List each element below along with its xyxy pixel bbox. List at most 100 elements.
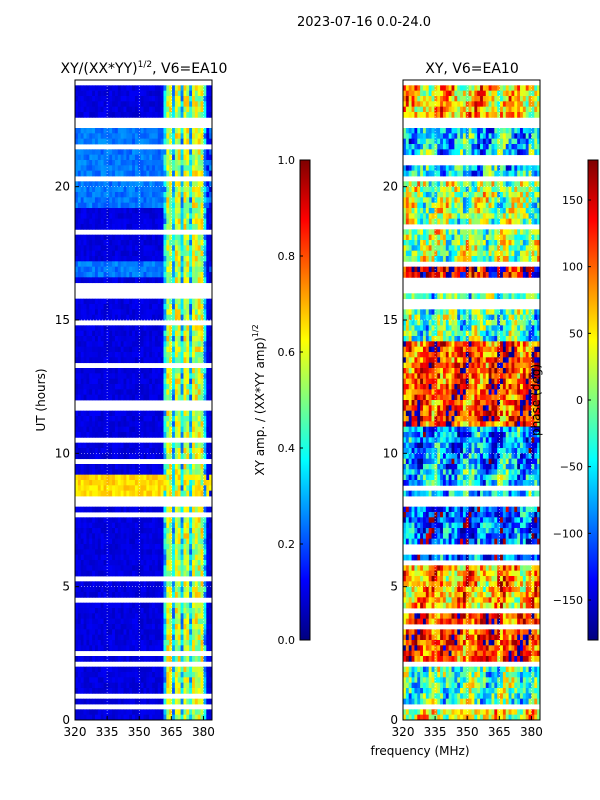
amplitude-cell: [203, 138, 207, 145]
phase-cell: [462, 112, 467, 118]
amplitude-cell: [132, 218, 136, 225]
amplitude-cell: [126, 554, 130, 561]
amplitude-cell: [109, 336, 113, 342]
amplitude-cell: [146, 698, 150, 705]
amplitude-y-tick-label: 5: [62, 580, 70, 594]
amplitude-cell: [163, 421, 167, 428]
amplitude-cell: [192, 266, 196, 273]
amplitude-cell: [197, 213, 201, 220]
amplitude-cell: [169, 592, 173, 598]
amplitude-cell: [169, 608, 173, 614]
amplitude-cell: [94, 277, 99, 284]
amplitude-cell: [123, 224, 127, 230]
amplitude-cell: [89, 224, 93, 230]
amplitude-cell: [140, 538, 144, 545]
amplitude-cell: [143, 432, 147, 438]
amplitude-y-tick-label: 10: [55, 446, 70, 460]
amplitude-cell: [163, 304, 167, 310]
amplitude-cell: [103, 309, 107, 316]
amplitude-cell: [189, 442, 193, 449]
amplitude-cell: [126, 592, 130, 598]
amplitude-cell: [194, 341, 199, 348]
amplitude-cell: [172, 581, 176, 588]
phase-cell: [474, 96, 478, 102]
amplitude-cell: [194, 378, 199, 385]
amplitude-cell: [134, 133, 139, 140]
amplitude-cell: [114, 106, 119, 113]
amplitude-cell: [109, 656, 113, 662]
amplitude-cell: [120, 464, 124, 470]
phase-cell: [508, 112, 512, 118]
amplitude-cell: [189, 586, 193, 593]
amplitude-cell: [146, 533, 150, 540]
amplitude-cell: [177, 554, 182, 561]
amplitude-cell: [197, 448, 201, 454]
amplitude-cell: [177, 330, 182, 337]
amplitude-cell: [149, 96, 153, 102]
amplitude-cell: [163, 522, 167, 529]
amplitude-cell: [114, 426, 119, 433]
amplitude-cell: [120, 330, 124, 337]
amplitude-cell: [192, 208, 196, 214]
amplitude-cell: [89, 618, 93, 625]
amplitude-cell: [134, 336, 139, 342]
amplitude-cell: [169, 218, 173, 225]
phase-cell: [431, 112, 435, 118]
amplitude-cell: [160, 181, 164, 188]
amplitude-cell: [134, 346, 139, 353]
amplitude-cell: [140, 346, 144, 353]
phase-cell: [482, 101, 487, 108]
amplitude-cell: [192, 325, 196, 332]
amplitude-cell: [83, 410, 87, 417]
amplitude-cell: [149, 208, 153, 214]
amplitude-cell: [192, 613, 196, 620]
amplitude-cell: [109, 202, 113, 209]
phase-cell: [468, 106, 472, 113]
amplitude-cell: [140, 464, 144, 470]
amplitude-cell: [100, 581, 104, 588]
amplitude-cell: [94, 373, 99, 380]
amplitude-cell: [117, 250, 122, 257]
amplitude-cell: [169, 565, 173, 572]
amplitude-cell: [120, 522, 124, 529]
amplitude-cell: [209, 197, 213, 204]
amplitude-cell: [106, 165, 110, 172]
amplitude-cell: [140, 432, 144, 438]
phase-cell: [442, 128, 447, 134]
amplitude-cell: [189, 240, 193, 246]
amplitude-cell: [157, 613, 162, 620]
amplitude-cell: [177, 613, 182, 620]
amplitude-cell: [100, 645, 104, 652]
amplitude-cell: [186, 469, 190, 476]
amplitude-cell: [77, 506, 82, 513]
amplitude-cell: [83, 629, 87, 636]
amplitude-cell: [100, 426, 104, 433]
amplitude-cell: [149, 101, 153, 108]
amplitude-cell: [143, 485, 147, 492]
phase-cell: [448, 96, 452, 102]
amplitude-cell: [154, 341, 159, 348]
amplitude-cell: [177, 181, 182, 188]
amplitude-cell: [169, 170, 173, 177]
amplitude-cell: [129, 608, 133, 614]
amplitude-cell: [86, 480, 90, 486]
phase-cell: [448, 90, 452, 97]
amplitude-cell: [109, 368, 113, 374]
amplitude-cell: [189, 224, 193, 230]
amplitude-cell: [129, 688, 133, 694]
amplitude-cell: [134, 672, 139, 678]
phase-cell: [474, 128, 478, 134]
amplitude-cell: [163, 592, 167, 598]
amplitude-cell: [200, 245, 204, 252]
amplitude-cell: [206, 149, 210, 156]
amplitude-cell: [149, 389, 153, 396]
amplitude-cell: [189, 432, 193, 438]
amplitude-cell: [206, 250, 210, 257]
amplitude-cell: [140, 304, 144, 310]
phase-cell: [460, 112, 464, 118]
amplitude-cell: [117, 202, 122, 209]
amplitude-cell: [120, 240, 124, 246]
amplitude-cell: [180, 448, 184, 454]
amplitude-cell: [97, 554, 102, 561]
amplitude-cell: [77, 533, 82, 540]
